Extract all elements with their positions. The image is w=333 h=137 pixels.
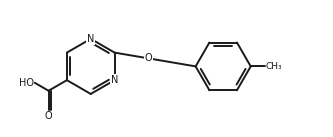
Text: HO: HO (19, 78, 34, 88)
Text: O: O (145, 53, 153, 63)
Text: N: N (111, 75, 118, 85)
Text: CH₃: CH₃ (265, 62, 282, 71)
Text: O: O (45, 111, 52, 121)
Text: N: N (87, 34, 95, 44)
